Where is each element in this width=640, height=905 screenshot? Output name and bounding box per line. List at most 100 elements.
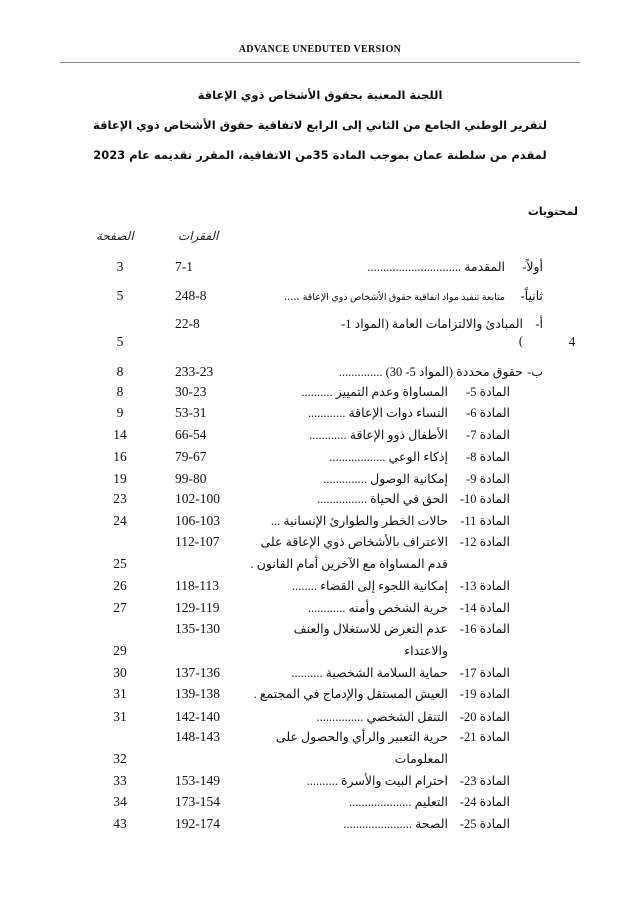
- toc-entry[interactable]: المادة 7- الأطفال ذوو الإعاقة ...........…: [0, 427, 640, 447]
- entry-page: 3: [116, 259, 124, 274]
- entry-label: المادة 5- المساواة وعدم التمييز .........…: [301, 384, 510, 400]
- entry-number: المادة 6-: [466, 406, 510, 420]
- entry-title: المساواة وعدم التمييز: [335, 385, 448, 399]
- entry-label: المادة 25- الصحة ......................: [343, 816, 510, 832]
- title-committee: اللجنة المعنية بحقوق الأشخاص ذوي الإعاقة: [197, 88, 443, 102]
- entry-paragraphs: 79-67: [175, 449, 207, 464]
- toc-entry[interactable]: المادة 13- إمكانية اللجوء إلى القضاء ....…: [0, 578, 640, 598]
- entry-label: قدم المساواة مع الآخرين أمام القانون .: [251, 556, 511, 572]
- entry-page: 32: [113, 751, 127, 766]
- entry-paragraphs: 66-54: [175, 427, 207, 442]
- entry-number: المادة 20-: [459, 710, 510, 724]
- leader-dots: ............: [307, 601, 346, 615]
- entry-label: المادة 11- حالات الخطر والطوارئ الإنسانية…: [271, 513, 510, 529]
- entry-title: عدم التعرض للاستغلال والعنف: [293, 622, 448, 636]
- entry-page: 5: [116, 288, 124, 303]
- toc-entry[interactable]: المادة 23- احترام البيت والأسرة .........…: [0, 773, 640, 793]
- leader-dots: ..............: [323, 472, 368, 486]
- entry-number: أولاً-: [522, 260, 543, 274]
- toc-entry[interactable]: المادة 25- الصحة ...................... 19…: [0, 816, 640, 836]
- entry-label: ثانياً- متابعة تنفيذ مواد اتفاقية حقوق ال…: [284, 288, 543, 304]
- entry-label: أ- المبادئ والالتزامات العامة (المواد 1-: [341, 316, 543, 332]
- entry-title: ): [518, 334, 523, 348]
- entry-paragraphs: 233-23: [175, 364, 214, 379]
- entry-paragraphs: 53-31: [175, 405, 207, 420]
- toc-entry[interactable]: المادة 17- حماية السلامة الشخصية ........…: [0, 665, 640, 685]
- entry-title: والاعتداء: [404, 644, 448, 658]
- column-header-paragraphs: الفقرات: [178, 229, 219, 243]
- entry-paragraphs: 118-113: [175, 578, 219, 593]
- toc-entry[interactable]: والاعتداء 29: [0, 643, 640, 663]
- entry-paragraphs: 137-136: [175, 665, 220, 680]
- entry-paragraphs: 30-23: [175, 384, 207, 399]
- entry-label: أولاً- المقدمة ..........................…: [367, 259, 543, 275]
- toc-entry[interactable]: ثانياً- متابعة تنفيذ مواد اتفاقية حقوق ال…: [0, 288, 640, 308]
- toc-entry[interactable]: قدم المساواة مع الآخرين أمام القانون . 2…: [0, 556, 640, 576]
- leader-dots: ...: [270, 514, 281, 528]
- entry-title: الأطفال ذوو الإعاقة: [349, 428, 448, 442]
- entry-title: حرية التعبير والرأي والحصول على: [275, 730, 448, 744]
- entry-number: المادة 11-: [460, 514, 510, 528]
- entry-number: المادة 7-: [466, 428, 510, 442]
- leader-dots: .....: [283, 289, 300, 303]
- entry-paragraphs: 129-119: [175, 600, 220, 615]
- toc-entry[interactable]: المادة 8- إذكاء الوعي .................. 7…: [0, 449, 640, 469]
- toc-entry[interactable]: المادة 5- المساواة وعدم التمييز .........…: [0, 384, 640, 404]
- toc-entry[interactable]: المادة 10- الحق في الحياة ...............…: [0, 491, 640, 511]
- header-rule: [60, 62, 580, 63]
- toc-entry[interactable]: المادة 14- حرية الشخص وأمنه ............ 1…: [0, 600, 640, 620]
- entry-page: 27: [113, 600, 127, 615]
- entry-number: المادة 14-: [459, 601, 510, 615]
- toc-entry[interactable]: المادة 16- عدم التعرض للاستغلال والعنف 13…: [0, 621, 640, 641]
- leader-dots: ........: [292, 579, 317, 593]
- toc-entry[interactable]: أ-المبادئ والالتزامات العامة (المواد 1- …: [0, 316, 640, 336]
- entry-paragraphs: 248-8: [175, 288, 207, 303]
- entry-label: المادة 17- حماية السلامة الشخصية ........…: [291, 665, 510, 681]
- entry-title: متابعة تنفيذ مواد اتفاقية حقوق الأشخاص ذ…: [302, 293, 505, 303]
- toc-entry[interactable]: ) 5 4: [0, 334, 640, 354]
- entry-paragraphs: 192-174: [175, 816, 220, 831]
- toc-entry[interactable]: المادة 21- حرية التعبير والرأي والحصول عل…: [0, 729, 640, 749]
- entry-page: 5: [116, 334, 124, 349]
- entry-title: العيش المستقل والإدماج في المجتمع .: [253, 687, 448, 701]
- document-header: ADVANCE UNEDUTED VERSION: [238, 44, 402, 55]
- entry-label: المادة 19- العيش المستقل والإدماج في المج…: [254, 686, 510, 702]
- entry-title: المقدمة: [464, 260, 505, 274]
- toc-entry[interactable]: ب- حقوق محددة (المواد 5- 30) ............…: [0, 364, 640, 384]
- leader-dots: ...............: [316, 710, 364, 724]
- toc-entry[interactable]: المادة 11- حالات الخطر والطوارئ الإنسانية…: [0, 513, 640, 533]
- toc-entry[interactable]: المادة 6- النساء ذوات الإعاقة ...........…: [0, 405, 640, 425]
- toc-entry[interactable]: المادة 24- التعليم .................... 17…: [0, 794, 640, 814]
- entry-page: 25: [113, 556, 127, 571]
- entry-label: المادة 6- النساء ذوات الإعاقة ...........…: [308, 405, 510, 421]
- entry-page: 23: [113, 491, 127, 506]
- entry-label: المعلومات: [395, 751, 510, 767]
- entry-title: الاعتراف بالأشخاص ذوي الإعاقة على: [260, 535, 449, 549]
- entry-paragraphs: 142-140: [175, 709, 220, 724]
- entry-number: المادة 25-: [459, 817, 510, 831]
- entry-label: المادة 16- عدم التعرض للاستغلال والعنف: [294, 621, 510, 637]
- leader-dots: ................: [316, 492, 367, 506]
- leader-dots: ............: [307, 406, 346, 420]
- toc-entry[interactable]: المادة 12- الاعتراف بالأشخاص ذوي الإعاقة …: [0, 534, 640, 554]
- entry-number: المادة 16-: [459, 622, 510, 636]
- entry-paragraphs: 153-149: [175, 773, 220, 788]
- entry-number: المادة 23-: [459, 774, 510, 788]
- entry-title: إمكانية اللجوء إلى القضاء: [320, 579, 448, 593]
- entry-title: المبادئ والالتزامات العامة (المواد 1-: [341, 317, 523, 331]
- entry-label: المادة 14- حرية الشخص وأمنه ............: [308, 600, 510, 616]
- toc-entry[interactable]: المعلومات 32: [0, 751, 640, 771]
- entry-number: المادة 8-: [466, 450, 510, 464]
- entry-paragraphs: 112-107: [175, 534, 220, 549]
- entry-label: المادة 23- احترام البيت والأسرة .........…: [307, 773, 510, 789]
- entry-title: حماية السلامة الشخصية: [325, 666, 448, 680]
- toc-entry[interactable]: المادة 20- التنقل الشخصي ............... 1…: [0, 709, 640, 729]
- toc-entry[interactable]: المادة 9- إمكانية الوصول .............. 99…: [0, 471, 640, 491]
- entry-paragraphs: 173-154: [175, 794, 220, 809]
- entry-number: ثانياً-: [520, 289, 543, 303]
- entry-page: 8: [116, 384, 124, 399]
- entry-paragraphs: 106-103: [175, 513, 220, 528]
- toc-entry[interactable]: المادة 19- العيش المستقل والإدماج في المج…: [0, 686, 640, 706]
- toc-entry[interactable]: أولاً- المقدمة ..........................…: [0, 259, 640, 279]
- title-submitter: لمقدم من سلطنة عمان بموجب المادة 35من ال…: [93, 148, 547, 162]
